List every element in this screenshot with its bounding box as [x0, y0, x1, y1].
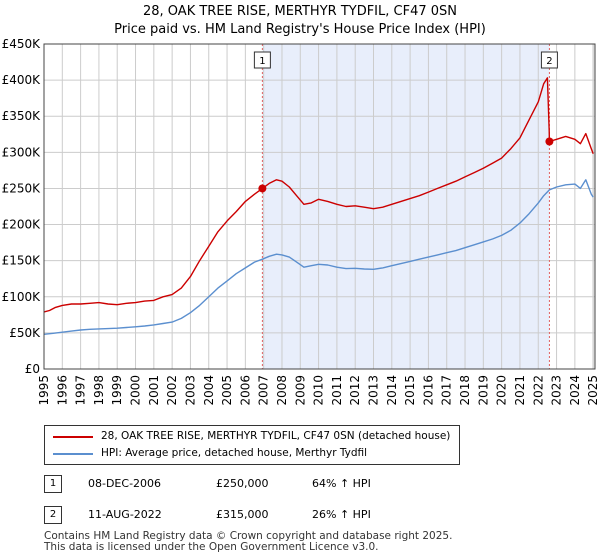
x-tick-label: 2012	[348, 375, 362, 406]
y-tick-label: £0	[25, 362, 40, 376]
x-tick-label: 2007	[257, 375, 271, 406]
transaction-price: £250,000	[216, 477, 269, 490]
price-chart: £0 £50K £100K £150K £200K £250K £300K £350K £400…	[2, 37, 600, 406]
transaction-hpi: 26% ↑ HPI	[312, 508, 371, 521]
x-tick-label: 1995	[37, 375, 51, 406]
price-series-line	[43, 77, 594, 313]
x-tick-label: 1999	[110, 375, 124, 406]
chart-title-line1: 28, OAK TREE RISE, MERTHYR TYDFIL, CF47 …	[142, 4, 458, 19]
x-tick-label: 2016	[421, 375, 435, 406]
x-tick-label: 2025	[586, 375, 600, 406]
x-tick-label: 2022	[531, 375, 545, 406]
x-tick-label: 2020	[495, 375, 509, 406]
legend-label-price: 28, OAK TREE RISE, MERTHYR TYDFIL, CF47 …	[101, 430, 451, 442]
y-tick-label: £150K	[2, 254, 42, 268]
y-tick-label: £400K	[2, 73, 42, 87]
x-tick-label: 2008	[275, 375, 289, 406]
legend-label-hpi: HPI: Average price, detached house, Mert…	[101, 447, 368, 459]
x-tick-label: 2005	[220, 375, 234, 406]
x-tick-label: 2002	[165, 375, 179, 406]
transaction-date: 11-AUG-2022	[88, 508, 162, 521]
x-tick-label: 2019	[476, 375, 490, 406]
footer-copyright: Contains HM Land Registry data © Crown c…	[44, 530, 453, 542]
x-tick-label: 2004	[202, 375, 216, 406]
x-tick-label: 2010	[312, 375, 326, 406]
x-tick-label: 2015	[403, 375, 417, 406]
x-tick-label: 2014	[385, 375, 399, 406]
x-tick-label: 1996	[55, 375, 69, 406]
y-tick-label: £300K	[2, 145, 42, 159]
x-tick-label: 2013	[367, 375, 381, 406]
x-tick-label: 2011	[330, 375, 344, 406]
x-tick-label: 2017	[440, 375, 454, 406]
x-tick-label: 2006	[238, 375, 252, 406]
transaction-price: £315,000	[216, 508, 269, 521]
transaction-marker: 1	[44, 475, 62, 493]
footer: Contains HM Land Registry data © Crown c…	[44, 531, 452, 553]
y-tick-label: £200K	[2, 218, 42, 232]
y-tick-label: £350K	[2, 109, 42, 123]
x-tick-label: 2001	[147, 375, 161, 406]
x-tick-label: 2023	[550, 375, 564, 406]
legend-swatch-price	[53, 436, 93, 438]
x-tick-label: 2000	[129, 375, 143, 406]
chart-legend: 28, OAK TREE RISE, MERTHYR TYDFIL, CF47 …	[44, 425, 460, 465]
chart-title-line2: Price paid vs. HM Land Registry's House …	[114, 22, 486, 37]
transaction-date: 08-DEC-2006	[88, 477, 162, 490]
x-tick-label: 2021	[513, 375, 527, 406]
transaction-marker: 2	[44, 506, 62, 524]
footer-licence: This data is licensed under the Open Gov…	[44, 541, 379, 553]
x-tick-label: 2018	[458, 375, 472, 406]
hpi-series-line	[43, 179, 594, 335]
y-tick-label: £50K	[9, 326, 41, 340]
plot-frame	[43, 43, 596, 370]
sale-label-box	[253, 51, 271, 69]
x-tick-label: 1998	[92, 375, 106, 406]
x-tick-label: 2009	[293, 375, 307, 406]
sale-label: 2	[546, 56, 552, 67]
sale-label-box	[540, 51, 558, 69]
x-tick-label: 2003	[183, 375, 197, 406]
y-tick-label: £250K	[2, 181, 42, 195]
y-tick-label: £450K	[2, 37, 42, 51]
sale-point	[258, 184, 267, 193]
sale-label: 1	[259, 56, 265, 67]
x-tick-label: 1997	[74, 375, 88, 406]
sale-point	[545, 137, 554, 146]
legend-swatch-hpi	[53, 453, 93, 455]
ownership-shade	[262, 44, 550, 369]
x-tick-label: 2024	[568, 375, 582, 406]
y-tick-label: £100K	[2, 290, 42, 304]
transaction-hpi: 64% ↑ HPI	[312, 477, 371, 490]
